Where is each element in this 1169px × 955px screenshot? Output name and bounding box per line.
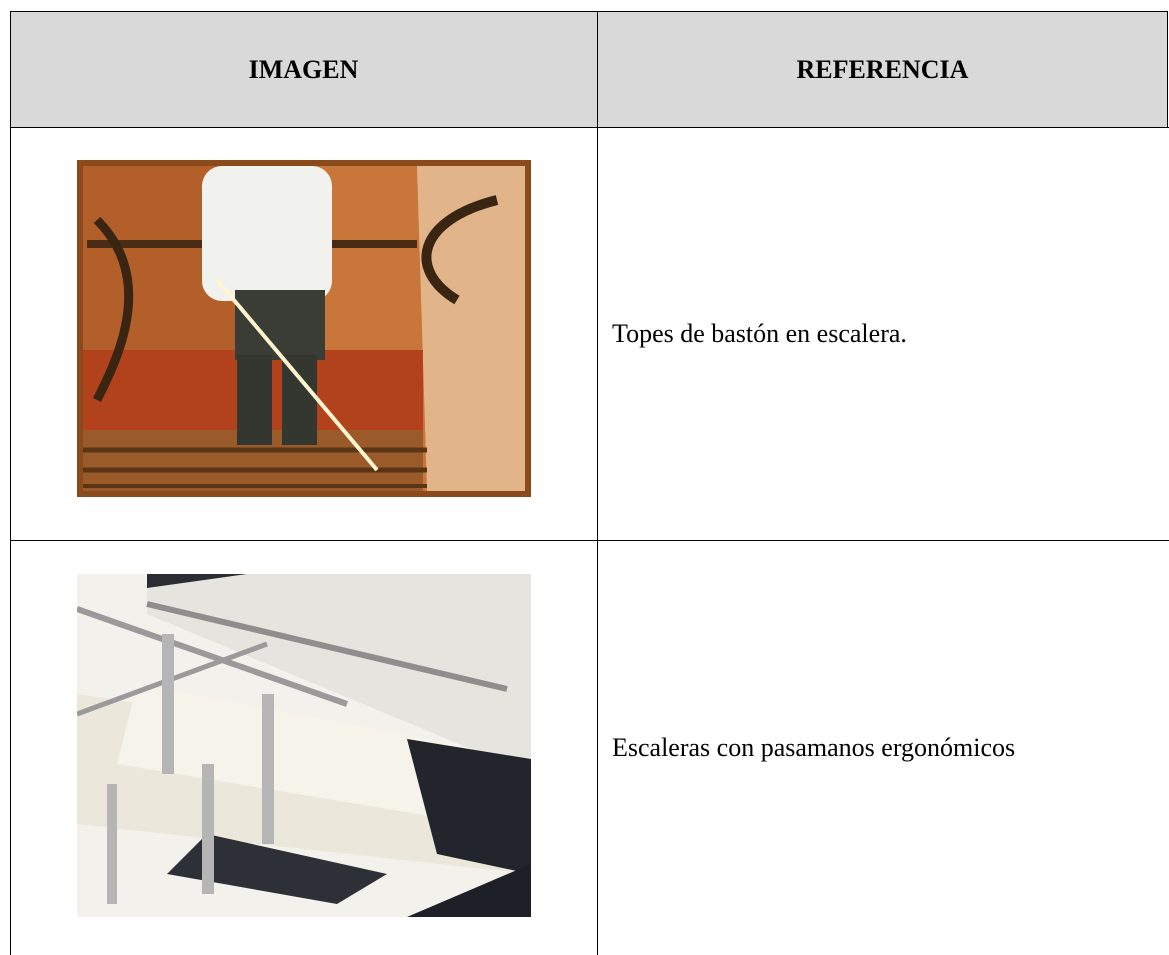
header-cell: REFERENCIA	[796, 54, 969, 84]
cell-text: Escaleras con pasamanos ergonómicos	[612, 733, 1016, 762]
border	[597, 11, 598, 955]
border	[1167, 11, 1168, 128]
photo-cane-stairs	[77, 160, 531, 497]
cell-text: Topes de bastón en escalera.	[612, 319, 907, 348]
border	[10, 11, 1168, 12]
border	[10, 11, 11, 955]
header-bg	[10, 12, 1168, 127]
photo-handrail-stairs	[77, 574, 531, 917]
border	[10, 127, 1169, 128]
border	[10, 540, 1169, 541]
header-cell: IMAGEN	[248, 54, 359, 84]
